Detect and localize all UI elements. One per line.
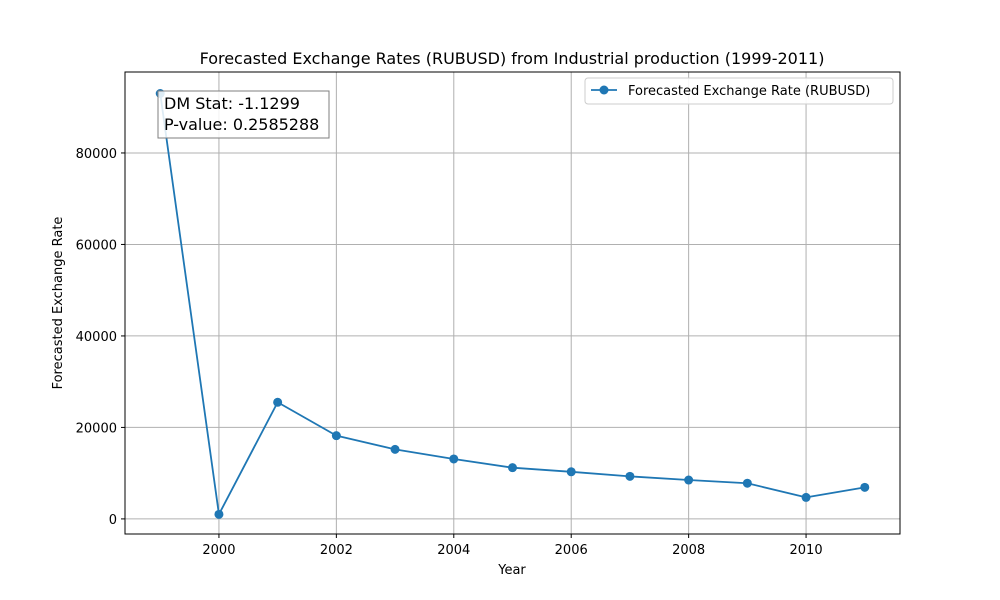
annotation-box: DM Stat: -1.1299 P-value: 0.2585288 bbox=[157, 90, 330, 139]
x-axis-title: Year bbox=[497, 563, 526, 578]
plot-area-frame bbox=[124, 71, 901, 535]
annotation-p-value: P-value: 0.2585288 bbox=[164, 115, 319, 134]
annotation-dm-stat: DM Stat: -1.1299 bbox=[164, 94, 300, 113]
grid bbox=[125, 72, 900, 534]
legend: Forecasted Exchange Rate (RUBUSD) bbox=[584, 77, 894, 105]
x-tick-label: 2008 bbox=[672, 543, 705, 558]
data-point bbox=[331, 431, 341, 441]
legend-frame bbox=[584, 77, 894, 105]
y-tick-label: 0 bbox=[109, 513, 117, 528]
y-axis-title: Forecasted Exchange Rate bbox=[51, 217, 66, 390]
data-point bbox=[566, 467, 576, 477]
y-tick-label: 20000 bbox=[76, 421, 117, 436]
data-point bbox=[625, 471, 635, 481]
x-tick-label: 2006 bbox=[555, 543, 588, 558]
chart-title: Forecasted Exchange Rates (RUBUSD) from … bbox=[200, 49, 825, 68]
data-point bbox=[684, 475, 694, 485]
annotation-frame bbox=[157, 90, 330, 139]
data-point bbox=[801, 492, 811, 502]
axis-ticks: 2000 2002 2004 2006 2008 2010 0 20000 40000 60000… bbox=[76, 147, 823, 558]
data-point bbox=[860, 482, 870, 492]
x-tick-label: 2002 bbox=[320, 543, 353, 558]
data-point bbox=[214, 509, 224, 519]
legend-label: Forecasted Exchange Rate (RUBUSD) bbox=[628, 84, 870, 99]
x-tick-label: 2004 bbox=[437, 543, 470, 558]
y-tick-label: 60000 bbox=[76, 238, 117, 253]
data-point bbox=[273, 397, 283, 407]
data-point bbox=[508, 463, 517, 473]
y-tick-label: 40000 bbox=[76, 330, 117, 345]
series-group bbox=[155, 88, 870, 519]
data-point bbox=[449, 454, 459, 464]
x-tick-label: 2010 bbox=[790, 543, 823, 558]
data-point bbox=[390, 444, 400, 454]
data-point bbox=[742, 478, 752, 488]
x-tick-label: 2000 bbox=[202, 543, 235, 558]
y-tick-label: 80000 bbox=[76, 147, 117, 162]
legend-marker-swatch bbox=[599, 85, 609, 95]
